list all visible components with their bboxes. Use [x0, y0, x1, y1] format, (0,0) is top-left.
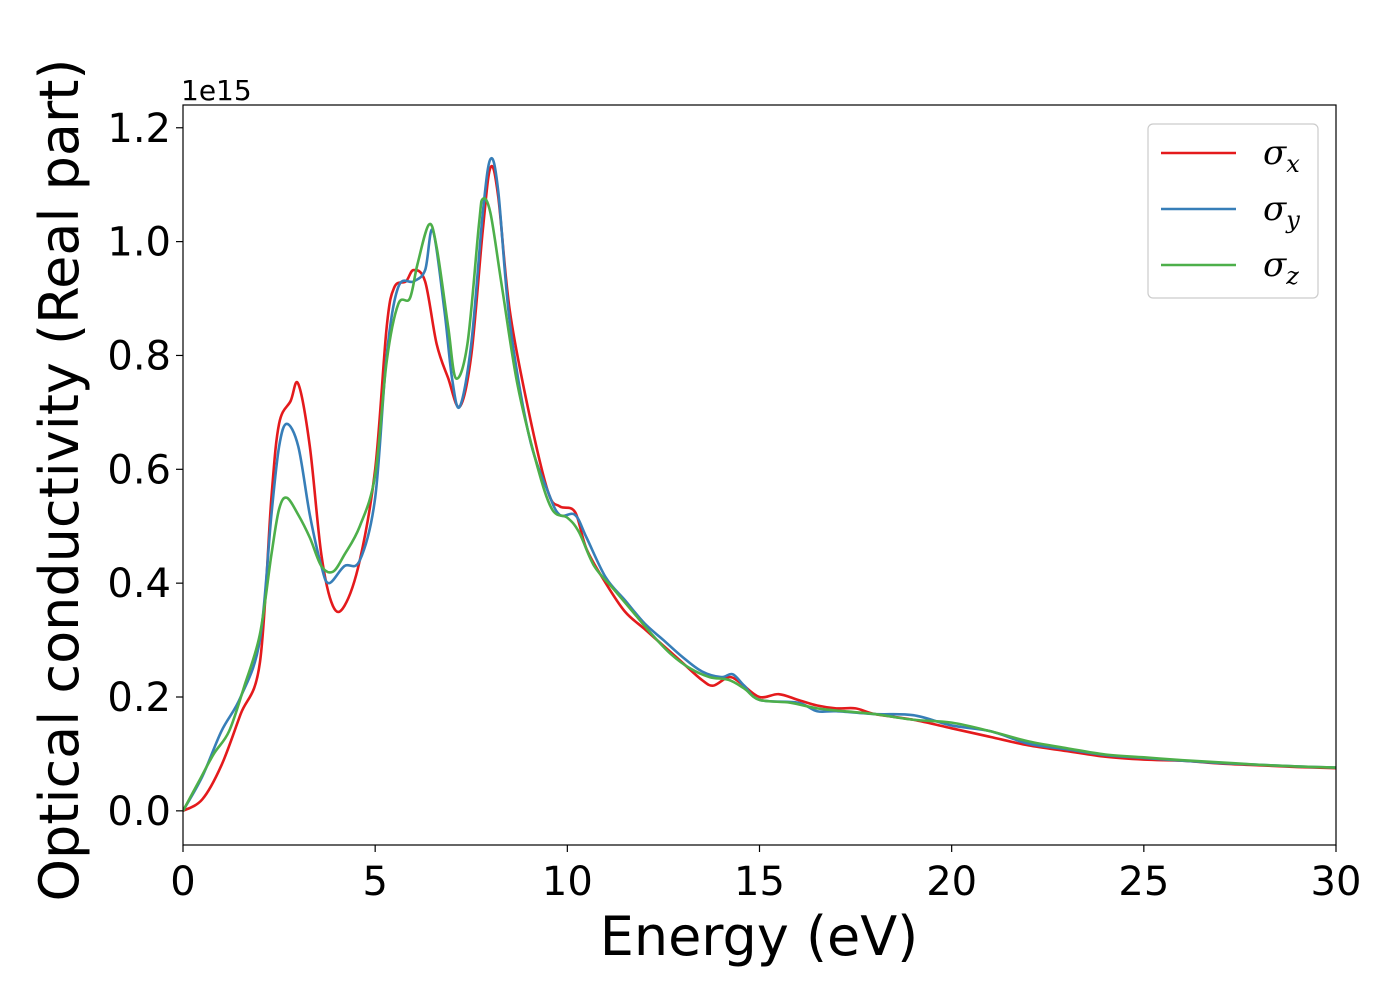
- series-line-x: [183, 164, 1336, 813]
- y-tick-label: 1.0: [107, 220, 171, 266]
- legend-label-base: σ: [1263, 189, 1287, 229]
- x-tick-label: 5: [362, 859, 387, 905]
- plot-area: 0 5 10 15 20 25 30 0.0 0.2 0.4 0.6 0.8 1.0 1.2: [107, 104, 1362, 905]
- x-tick-label: 0: [170, 859, 195, 905]
- y-tick-label: 0.4: [107, 561, 171, 607]
- x-axis-title: Energy (eV): [600, 905, 919, 968]
- y-axis-title: Optical conductivity (Real part): [28, 59, 91, 902]
- x-tick-label: 25: [1118, 859, 1169, 905]
- y-tick-label: 0.2: [107, 675, 171, 721]
- legend-label-z: σz: [1263, 245, 1299, 290]
- legend-label-base: σ: [1263, 133, 1287, 173]
- legend-label-subscript: y: [1285, 206, 1300, 234]
- x-tick-label: 30: [1311, 859, 1362, 905]
- legend-label-x: σx: [1263, 133, 1300, 178]
- legend-box: [1147, 123, 1319, 299]
- x-tick-label: 20: [926, 859, 977, 905]
- legend-label-subscript: x: [1286, 150, 1300, 178]
- series-line-z: [183, 196, 1336, 812]
- y-tick-label: 0.8: [107, 333, 171, 379]
- legend-label-base: σ: [1263, 245, 1287, 285]
- x-tick-label: 15: [734, 859, 785, 905]
- y-tick-label: 1.2: [107, 106, 171, 152]
- x-tick-label: 10: [542, 859, 593, 905]
- y-offset-label: 1e15: [181, 74, 252, 107]
- legend-label-subscript: z: [1285, 262, 1299, 290]
- legend-label-y: σy: [1263, 189, 1300, 234]
- axes-frame: [182, 104, 1337, 846]
- y-tick-label: 0.0: [107, 789, 171, 835]
- y-tick-label: 0.6: [107, 447, 171, 493]
